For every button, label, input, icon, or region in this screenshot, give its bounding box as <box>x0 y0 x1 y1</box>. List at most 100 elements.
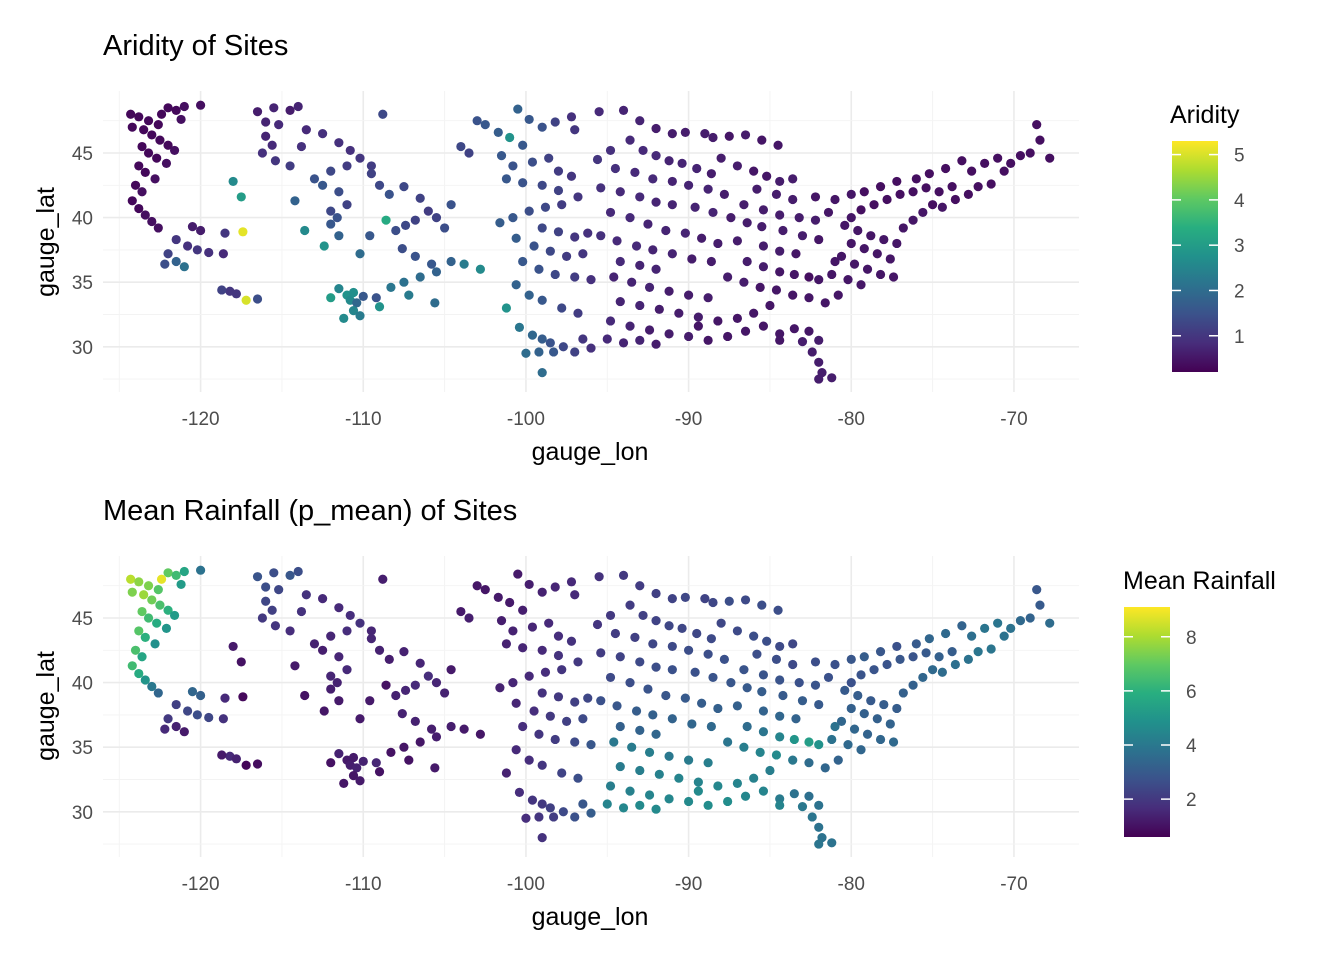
data-point <box>872 249 882 259</box>
data-point <box>147 216 157 227</box>
data-point <box>667 594 677 604</box>
data-point <box>261 582 271 592</box>
data-point <box>252 759 263 769</box>
data-point <box>537 799 547 809</box>
data-point <box>334 749 344 759</box>
data-point <box>339 313 349 323</box>
data-point <box>257 613 268 623</box>
data-point <box>615 652 625 662</box>
data-point <box>415 658 425 668</box>
data-point <box>986 644 996 654</box>
data-point <box>814 740 824 750</box>
data-point <box>143 116 154 126</box>
colorbar-tick-label: 5 <box>1234 146 1245 167</box>
data-point <box>739 277 749 287</box>
data-point <box>892 238 902 249</box>
data-point <box>788 755 798 765</box>
data-point <box>687 719 697 729</box>
data-point <box>544 618 554 628</box>
data-point <box>586 808 596 818</box>
data-point <box>1015 615 1026 626</box>
data-point <box>908 215 918 225</box>
y-tick-label: 40 <box>72 674 93 695</box>
data-point <box>430 763 440 773</box>
colorbar <box>1124 607 1170 837</box>
data-point <box>270 621 281 631</box>
data-point <box>615 296 625 307</box>
data-point <box>534 729 544 739</box>
data-point <box>755 747 765 757</box>
data-point <box>514 787 525 798</box>
data-point <box>592 154 603 165</box>
data-point <box>667 176 677 187</box>
data-point <box>739 742 749 752</box>
data-point <box>358 756 368 767</box>
data-point <box>423 671 433 681</box>
chart-title: Mean Rainfall (p_mean) of Sites <box>103 495 517 527</box>
data-point <box>446 256 456 267</box>
data-point <box>618 338 629 348</box>
data-point <box>810 657 821 667</box>
data-point <box>558 807 568 817</box>
data-point <box>285 105 295 115</box>
data-point <box>573 773 583 783</box>
data-point <box>274 584 284 595</box>
data-point <box>309 639 320 649</box>
data-point <box>570 697 580 707</box>
data-point <box>827 269 837 280</box>
panel-aridity: Aridity of Sites -120 -110 -100 -90 -80 -70 3… <box>32 30 1245 466</box>
data-point <box>993 153 1003 163</box>
data-point <box>719 189 729 199</box>
data-point <box>605 610 616 621</box>
data-point <box>150 174 160 184</box>
y-tick-label: 40 <box>72 209 93 230</box>
data-point <box>156 574 167 584</box>
data-point <box>625 321 635 331</box>
data-point <box>196 225 206 236</box>
colorbar <box>1172 141 1218 372</box>
data-point <box>804 737 814 747</box>
y-tick-label: 45 <box>72 144 93 165</box>
data-point <box>651 662 661 672</box>
data-point <box>366 161 376 171</box>
data-point <box>788 174 798 184</box>
data-point <box>570 812 580 822</box>
data-point <box>578 334 588 344</box>
data-point <box>697 698 707 708</box>
data-point <box>179 566 189 577</box>
data-point <box>513 104 523 114</box>
data-point <box>684 755 694 765</box>
data-point <box>296 606 307 617</box>
data-point <box>778 225 788 236</box>
data-point <box>318 645 328 655</box>
colorbar-tick-label: 2 <box>1234 281 1245 302</box>
colorbar-tick-label: 3 <box>1234 236 1245 257</box>
data-point <box>973 181 983 192</box>
data-point <box>540 202 551 212</box>
data-point <box>773 140 783 150</box>
colorbar-tick-label: 4 <box>1186 736 1197 757</box>
data-point <box>610 163 621 174</box>
x-tick-label: -100 <box>507 874 545 895</box>
data-point <box>667 200 677 210</box>
colorbar-tick-label: 2 <box>1186 790 1197 811</box>
data-point <box>635 192 645 202</box>
x-axis-title: gauge_lon <box>532 903 649 931</box>
colorbar-ticks: 2 4 6 8 <box>1124 628 1197 811</box>
data-point <box>742 683 752 693</box>
data-point <box>339 778 349 788</box>
data-point <box>365 231 375 241</box>
data-point <box>430 298 440 308</box>
data-point <box>723 272 733 282</box>
data-point <box>605 145 616 156</box>
data-point <box>496 615 507 626</box>
data-point <box>134 203 144 214</box>
data-point <box>866 231 876 241</box>
data-point <box>332 213 342 223</box>
data-point <box>937 202 947 212</box>
data-point <box>501 303 512 313</box>
data-point <box>171 105 181 115</box>
data-point <box>667 641 677 652</box>
data-point <box>596 696 606 706</box>
data-point <box>192 245 202 255</box>
